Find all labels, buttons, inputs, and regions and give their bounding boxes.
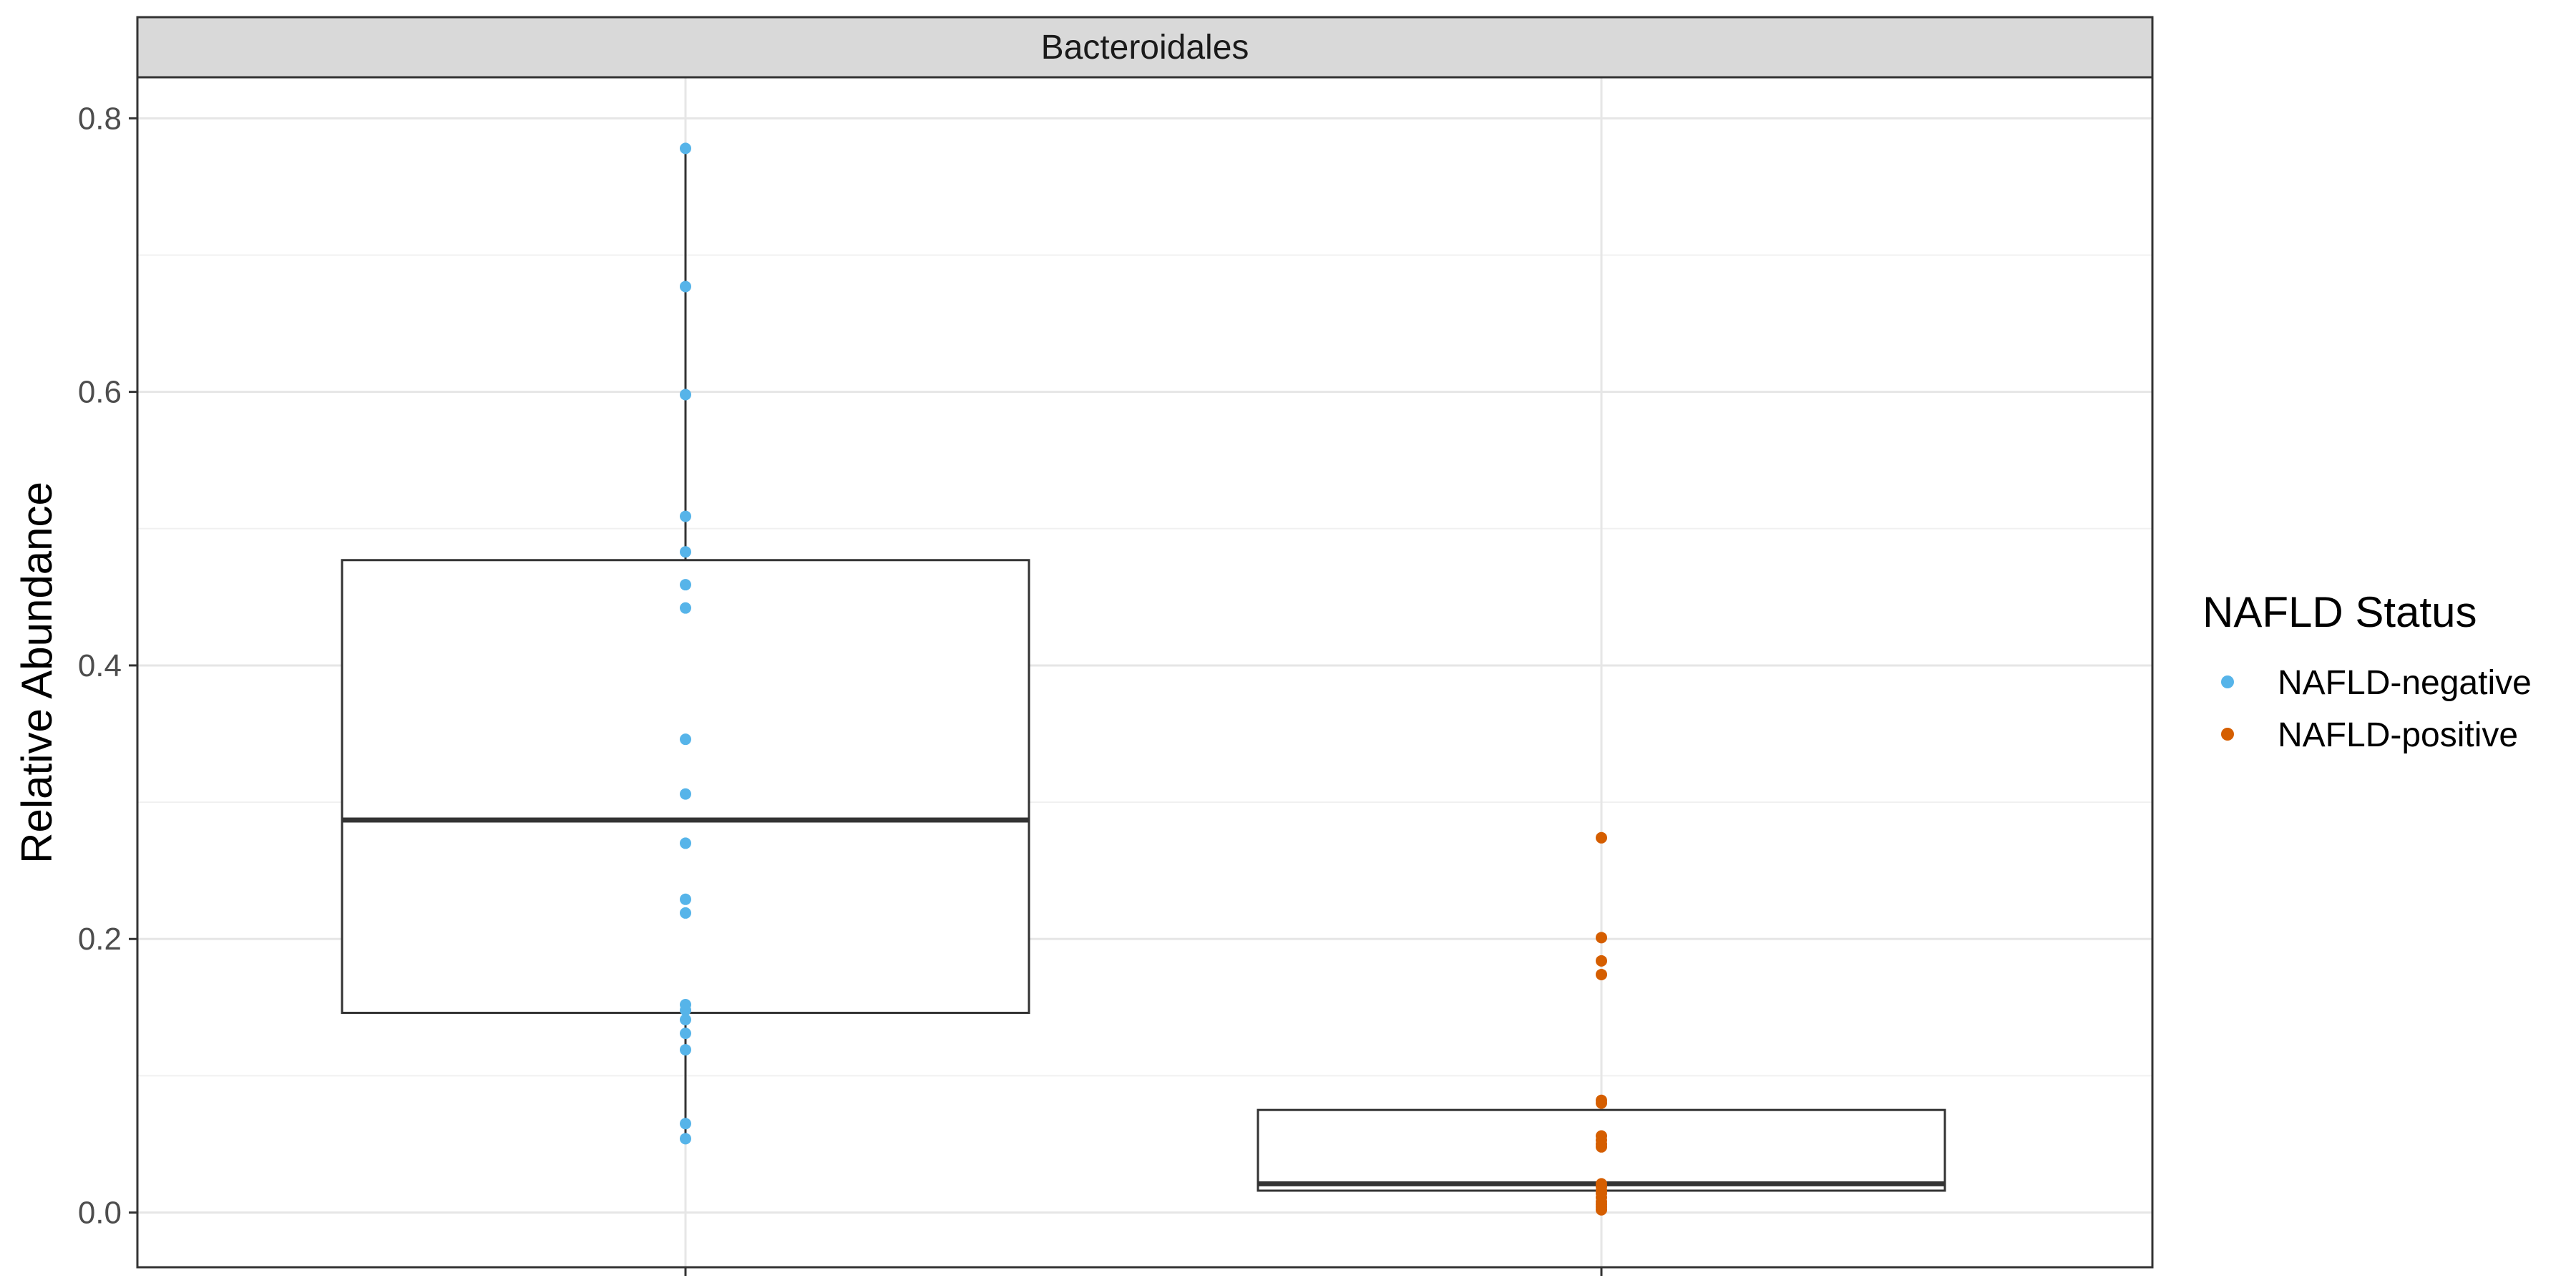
data-point [1596, 1204, 1607, 1216]
facet-label: Bacteroidales [1041, 29, 1249, 67]
data-point [680, 389, 691, 401]
data-point [680, 602, 691, 614]
data-point [680, 893, 691, 905]
y-tick-label: 0.0 [78, 1196, 122, 1231]
data-point [1596, 831, 1607, 844]
y-tick-label: 0.6 [78, 375, 122, 410]
data-point [680, 788, 691, 800]
point-layer [680, 142, 1607, 1216]
data-point [680, 510, 691, 522]
y-axis-title: Relative Abundance [13, 482, 61, 864]
data-point [680, 1014, 691, 1026]
y-tick-label: 0.8 [78, 101, 122, 136]
data-point [680, 837, 691, 849]
y-tick-label: 0.4 [78, 648, 122, 683]
strip-background [136, 16, 2154, 79]
axis-layer: 0.0 0.2 0.4 0.6 0.8 [78, 101, 1603, 1276]
data-point [680, 1118, 691, 1130]
legend-key [2221, 728, 2234, 741]
data-point [680, 142, 691, 155]
legend: NAFLD-negative NAFLD-positive [2221, 664, 2532, 754]
data-point [680, 1028, 691, 1040]
data-point [680, 907, 691, 919]
data-point [680, 733, 691, 746]
box [341, 559, 1030, 1014]
data-point [1596, 955, 1607, 967]
data-point [1596, 932, 1607, 944]
data-point [680, 1044, 691, 1056]
data-point [680, 1004, 691, 1016]
data-point [680, 280, 691, 293]
box-layer [341, 148, 1946, 1210]
legend-key [2221, 675, 2234, 688]
data-point [680, 579, 691, 591]
legend-label: NAFLD-negative [2278, 664, 2532, 702]
data-point [1596, 1141, 1607, 1153]
data-point [680, 546, 691, 558]
y-tick-label: 0.2 [78, 922, 122, 957]
data-point [1596, 1097, 1607, 1109]
data-point [680, 1133, 691, 1145]
legend-title: NAFLD Status [2202, 588, 2477, 636]
data-point [1596, 968, 1607, 980]
legend-label: NAFLD-positive [2278, 716, 2518, 754]
